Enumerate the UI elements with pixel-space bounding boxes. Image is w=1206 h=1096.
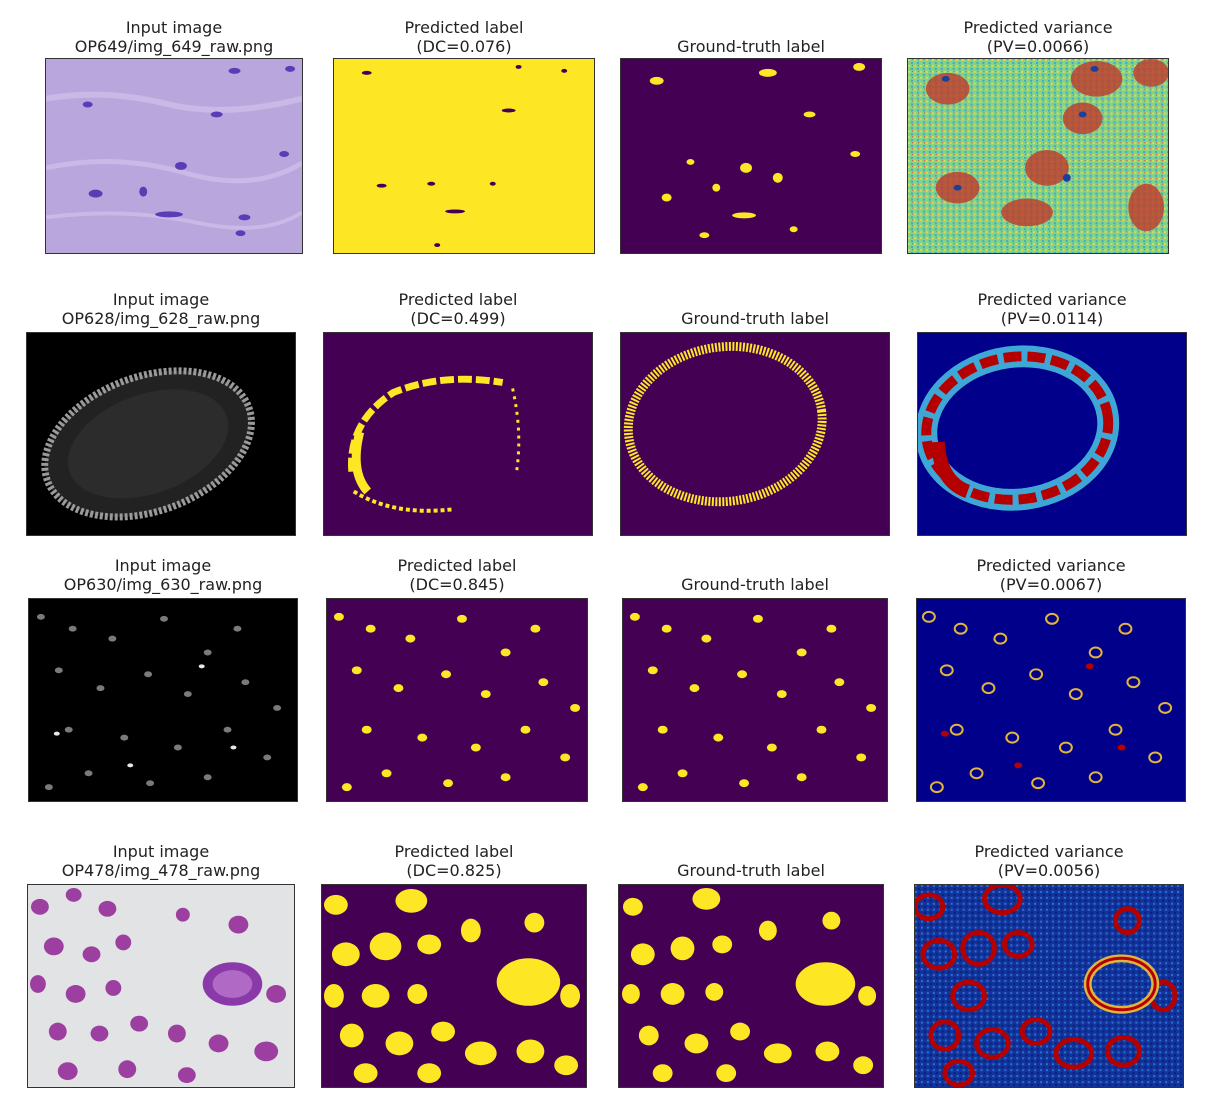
panel-subtitle: OP630/img_630_raw.png (63, 575, 263, 594)
row1-pred-panel: Predicted label (DC=0.076) (333, 18, 595, 256)
panel-title: Input image (112, 842, 210, 861)
panel-subtitle: OP478/img_478_raw.png (61, 861, 261, 880)
panel-title: Predicted variance (963, 18, 1113, 37)
ground-truth-image (620, 58, 882, 254)
predicted-variance-image (916, 598, 1186, 802)
row4-variance-panel: Predicted variance (PV=0.0056) (914, 842, 1184, 1088)
row4-input-panel: Input image OP478/img_478_raw.png (27, 842, 295, 1088)
row2-variance-panel: Predicted variance (PV=0.0114) (917, 290, 1187, 536)
predicted-label-image (326, 598, 588, 802)
row4-pred-panel: Predicted label (DC=0.825) (321, 842, 587, 1088)
row1-gt-panel: Ground-truth label (620, 18, 882, 256)
predicted-variance-image (917, 332, 1187, 536)
panel-title: Ground-truth label (677, 37, 825, 56)
row3-input-panel: Input image OP630/img_630_raw.png (28, 556, 298, 802)
row1-variance-panel: Predicted variance (PV=0.0066) (907, 18, 1169, 256)
row3-variance-panel: Predicted variance (PV=0.0067) (916, 556, 1186, 802)
panel-subtitle: (DC=0.499) (410, 309, 506, 328)
predicted-variance-image (907, 58, 1169, 254)
panel-title: Ground-truth label (681, 575, 829, 594)
input-image (26, 332, 296, 536)
panel-title: Input image (112, 290, 210, 309)
panel-subtitle: OP649/img_649_raw.png (74, 37, 274, 56)
panel-subtitle: (PV=0.0056) (997, 861, 1101, 880)
input-image (45, 58, 303, 254)
panel-title: Predicted variance (976, 556, 1126, 575)
predicted-label-image (333, 58, 595, 254)
ground-truth-image (618, 884, 884, 1088)
predicted-variance-image (914, 884, 1184, 1088)
panel-title: Predicted label (398, 290, 518, 309)
panel-title: Predicted label (404, 18, 524, 37)
input-image (27, 884, 295, 1088)
row2-gt-panel: Ground-truth label (620, 290, 890, 536)
panel-subtitle: (DC=0.076) (416, 37, 512, 56)
panel-title: Ground-truth label (681, 309, 829, 328)
row2-input-panel: Input image OP628/img_628_raw.png (26, 290, 296, 536)
row2-pred-panel: Predicted label (DC=0.499) (323, 290, 593, 536)
panel-title: Predicted label (394, 842, 514, 861)
predicted-label-image (323, 332, 593, 536)
ground-truth-image (622, 598, 888, 802)
row1-input-panel: Input image OP649/img_649_raw.png (45, 18, 303, 256)
panel-subtitle: (DC=0.825) (406, 861, 502, 880)
predicted-label-image (321, 884, 587, 1088)
panel-subtitle: (DC=0.845) (409, 575, 505, 594)
panel-title: Predicted variance (977, 290, 1127, 309)
panel-subtitle: (PV=0.0066) (986, 37, 1090, 56)
row3-gt-panel: Ground-truth label (622, 556, 888, 802)
panel-title: Predicted label (397, 556, 517, 575)
panel-title: Predicted variance (974, 842, 1124, 861)
ground-truth-image (620, 332, 890, 536)
input-image (28, 598, 298, 802)
panel-title: Input image (114, 556, 212, 575)
panel-subtitle: OP628/img_628_raw.png (61, 309, 261, 328)
row4-gt-panel: Ground-truth label (618, 842, 884, 1088)
row3-pred-panel: Predicted label (DC=0.845) (326, 556, 588, 802)
panel-subtitle: (PV=0.0067) (999, 575, 1103, 594)
panel-subtitle: (PV=0.0114) (1000, 309, 1104, 328)
panel-title: Ground-truth label (677, 861, 825, 880)
panel-title: Input image (125, 18, 223, 37)
